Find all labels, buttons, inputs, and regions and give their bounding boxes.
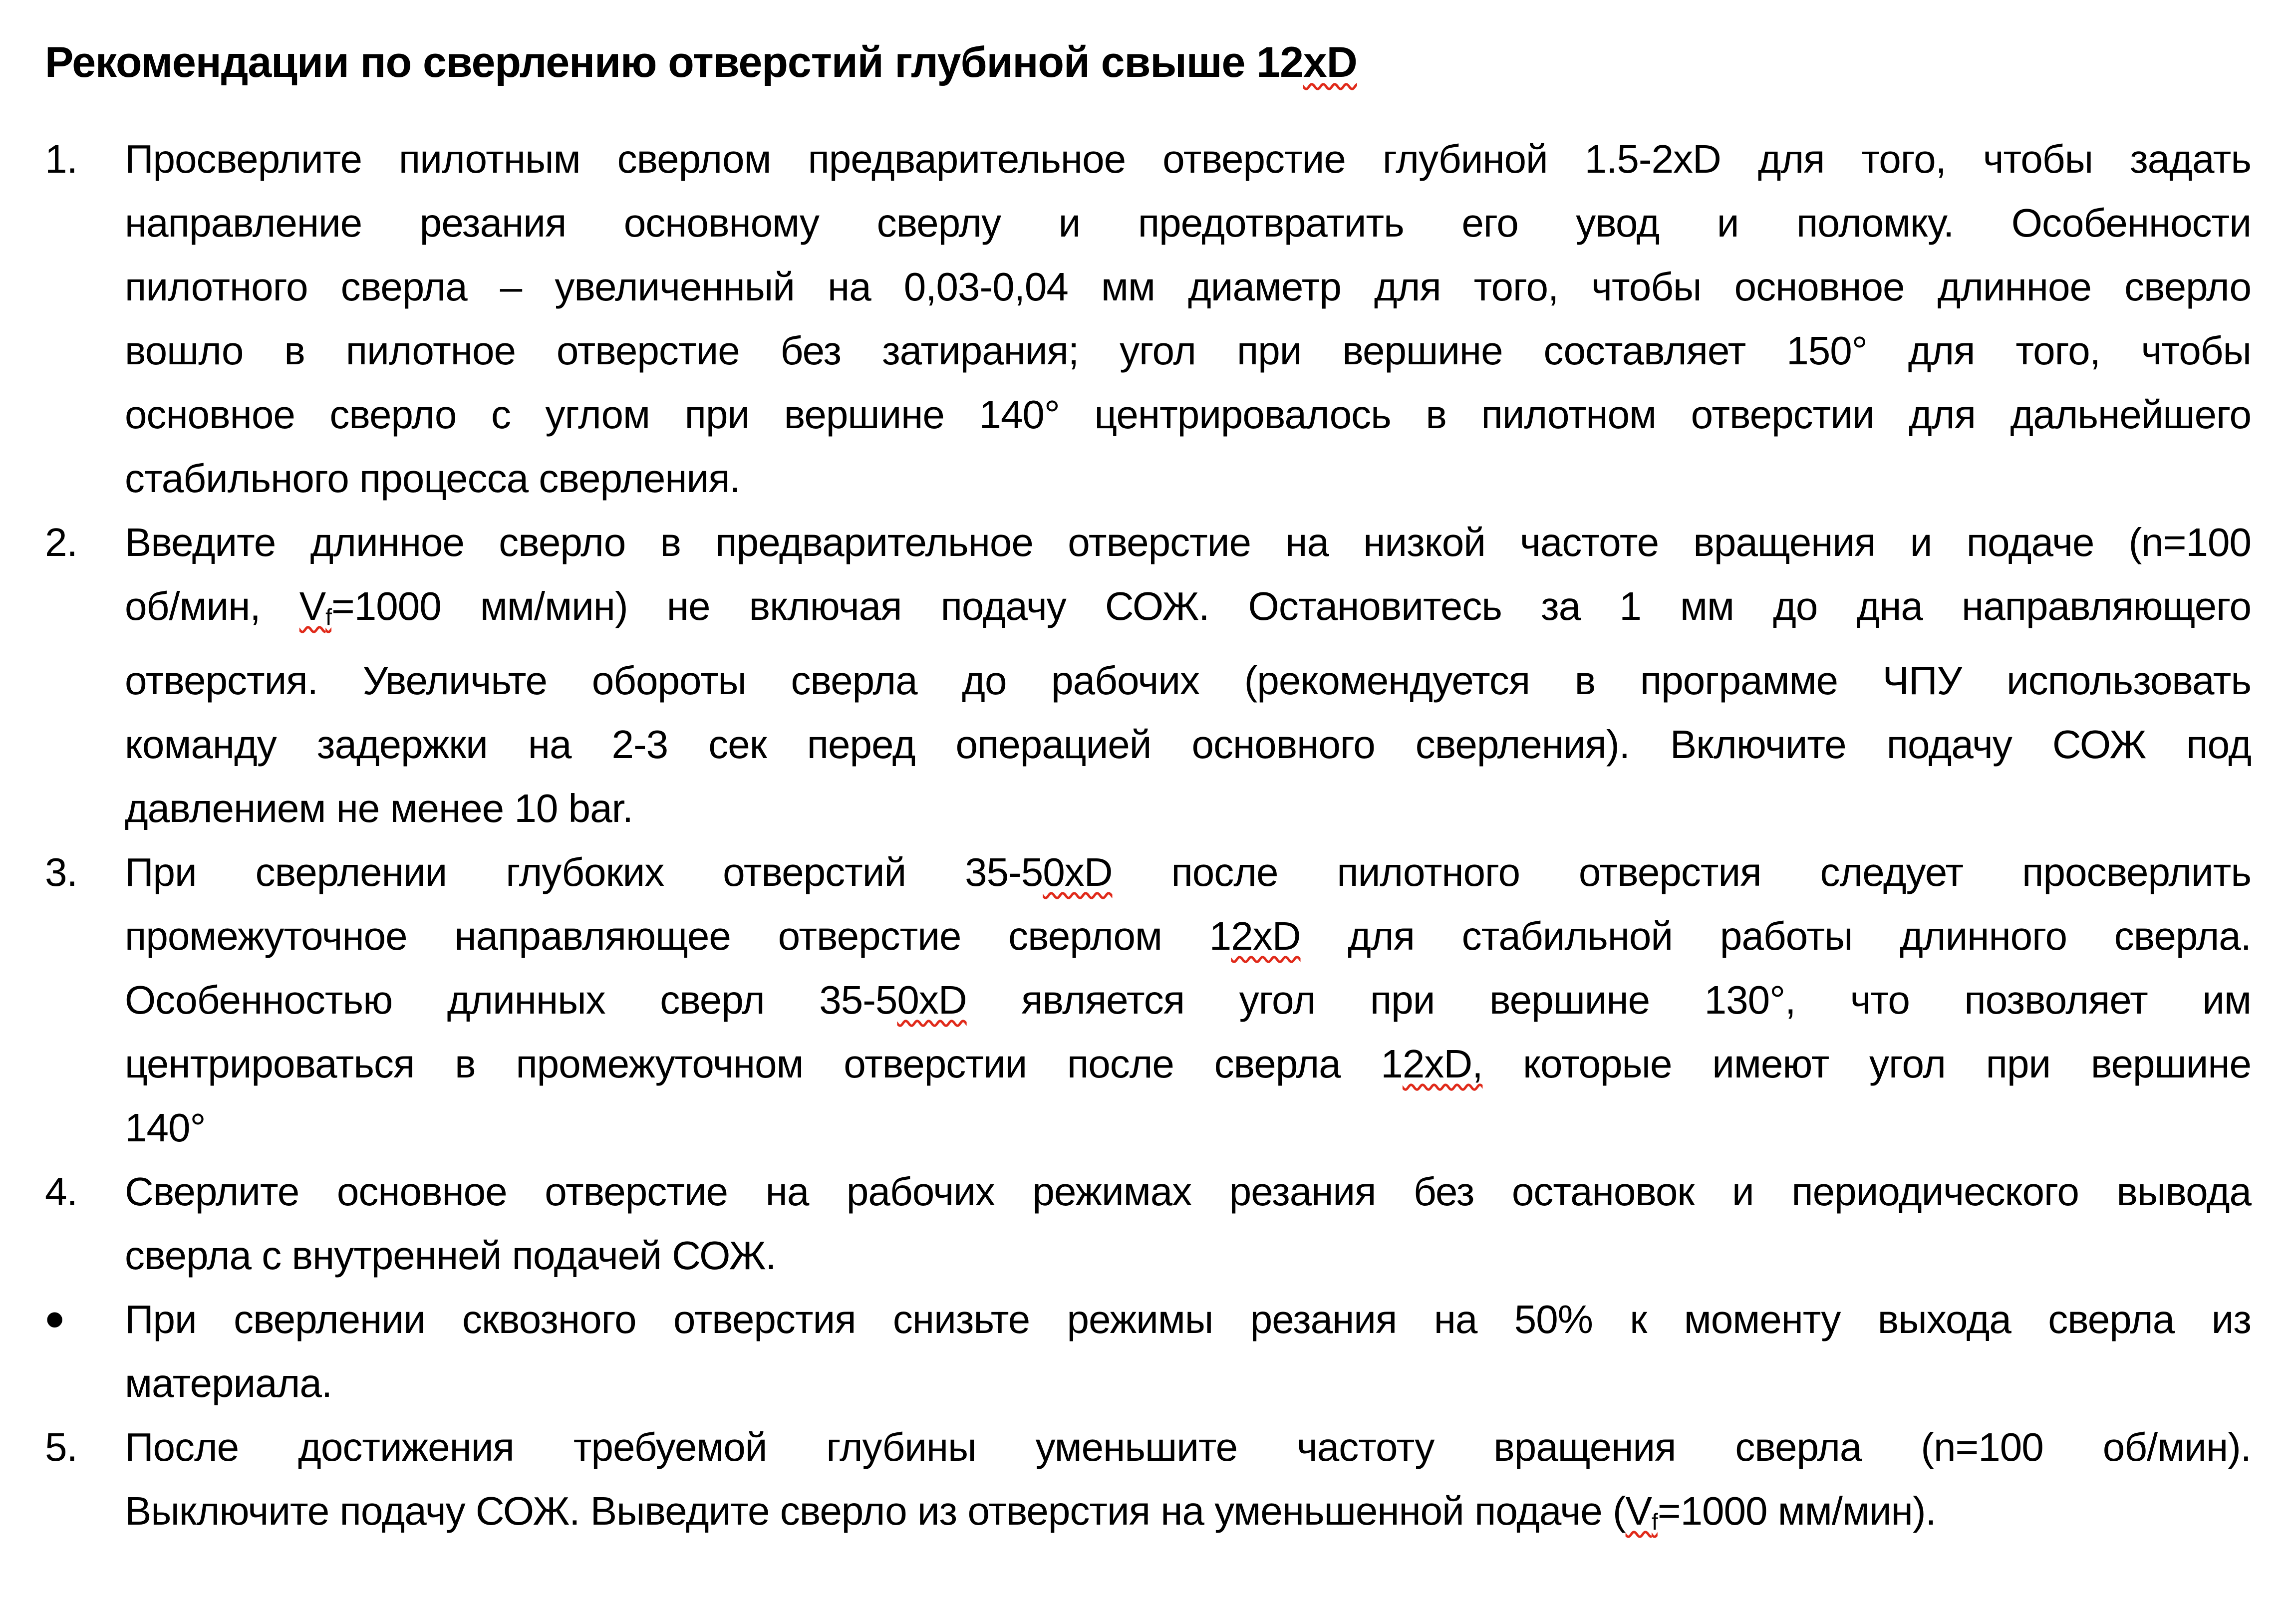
document-title: Рекомендации по сверлению отверстий глуб… xyxy=(45,35,2251,90)
text-segment: =1000 мм/мин) не включая подачу СОЖ. Ост… xyxy=(331,584,2252,628)
subscript: f xyxy=(325,604,332,630)
text-segment: 140° xyxy=(125,1105,206,1150)
text-segment: При сверлении глубоких отверстий 35-5 xyxy=(125,850,1043,895)
list-number: 5. xyxy=(45,1425,78,1470)
paragraph-lines: При сверлении сквозного отверстия снизьт… xyxy=(125,1288,2252,1415)
text-segment: Сверлите основное отверстие на рабочих р… xyxy=(125,1169,2252,1214)
text-segment: Особенностью длинных сверл 35-5 xyxy=(125,978,897,1023)
text-line: центрироваться в промежуточном отверстии… xyxy=(125,1032,2252,1096)
text-segment: после пилотного отверстия следует просве… xyxy=(1112,850,2252,895)
text-segment: является угол при вершине 130°, что позв… xyxy=(966,978,2252,1023)
text-line: При сверлении глубоких отверстий 35-50xD… xyxy=(125,840,2252,904)
text-segment: сверла с внутренней подачей СОЖ. xyxy=(125,1233,777,1278)
text-line: давлением не менее 10 bar. xyxy=(125,777,2251,840)
text-segment: Введите длинное сверло в предварительное… xyxy=(125,520,2252,564)
text-line: команду задержки на 2-3 сек перед операц… xyxy=(125,713,2252,777)
text-segment: отверстия. Увеличьте обороты сверла до р… xyxy=(125,658,2252,703)
text-segment: основное сверло с углом при вершине 140°… xyxy=(125,392,2252,437)
text-line: об/мин, Vf=1000 мм/мин) не включая подач… xyxy=(125,574,2252,649)
text-line: Особенностью длинных сверл 35-50xD являе… xyxy=(125,968,2252,1032)
misspelled-word: xD xyxy=(1303,38,1358,86)
text-segment: Рекомендации по сверлению отверстий глуб… xyxy=(45,38,1304,86)
paragraph-lines: Сверлите основное отверстие на рабочих р… xyxy=(125,1160,2252,1288)
text-segment: После достижения требуемой глубины умень… xyxy=(125,1425,2252,1470)
text-segment: давлением не менее 10 bar. xyxy=(125,786,633,831)
text-segment: которые имеют угол при вершине xyxy=(1482,1042,2252,1086)
text-line: Выключите подачу СОЖ. Выведите сверло из… xyxy=(125,1479,2251,1554)
text-segment: Выключите подачу СОЖ. Выведите сверло из… xyxy=(125,1489,1626,1534)
list-item: 1. Просверлите пилотным сверлом предварит… xyxy=(45,127,2252,511)
text-segment: стабильного процесса сверления. xyxy=(125,456,741,501)
misspelled-word: 2xD, xyxy=(1402,1042,1483,1086)
paragraph-lines: Введите длинное сверло в предварительное… xyxy=(125,511,2252,840)
misspelled-word: 2xD xyxy=(1231,914,1301,959)
text-line: Просверлите пилотным сверлом предварител… xyxy=(125,127,2252,191)
list-number: 1. xyxy=(45,137,78,181)
text-line: отверстия. Увеличьте обороты сверла до р… xyxy=(125,649,2252,713)
misspelled-word: 0xD xyxy=(1043,850,1113,895)
text-line: основное сверло с углом при вершине 140°… xyxy=(125,383,2252,447)
subscript: f xyxy=(1651,1509,1658,1535)
misspelled-word: 0xD xyxy=(897,978,967,1023)
text-line: стабильного процесса сверления. xyxy=(125,447,2251,511)
text-line: Сверлите основное отверстие на рабочих р… xyxy=(125,1160,2252,1224)
text-line: направление резания основному сверлу и п… xyxy=(125,191,2252,255)
paragraph-lines: После достижения требуемой глубины умень… xyxy=(125,1415,2252,1554)
bullet-marker: • xyxy=(45,1288,64,1351)
text-line: пилотного сверла – увеличенный на 0,03-0… xyxy=(125,255,2252,319)
text-line: После достижения требуемой глубины умень… xyxy=(125,1415,2252,1479)
text-segment: вошло в пилотное отверстие без затирания… xyxy=(125,328,2252,373)
paragraph-lines: При сверлении глубоких отверстий 35-50xD… xyxy=(125,840,2252,1160)
list-item: 5. После достижения требуемой глубины уме… xyxy=(45,1415,2252,1554)
list-item: 2. Введите длинное сверло в предварительн… xyxy=(45,511,2252,840)
list-number: 4. xyxy=(45,1169,78,1214)
text-segment: для стабильной работы длинного сверла. xyxy=(1300,914,2252,959)
text-segment: материала. xyxy=(125,1361,332,1406)
text-segment: об/мин, xyxy=(125,584,299,628)
recommendations-list: 1. Просверлите пилотным сверлом предварит… xyxy=(45,127,2252,1554)
misspelled-word: Vf xyxy=(1625,1489,1658,1535)
text-line: сверла с внутренней подачей СОЖ. xyxy=(125,1224,2251,1288)
text-line: 140° xyxy=(125,1096,2251,1160)
text-line: Введите длинное сверло в предварительное… xyxy=(125,511,2252,574)
text-line: При сверлении сквозного отверстия снизьт… xyxy=(125,1288,2252,1351)
list-number: 2. xyxy=(45,520,78,564)
text-segment: =1000 мм/мин). xyxy=(1657,1489,1937,1534)
list-item: 4. Сверлите основное отверстие на рабочих… xyxy=(45,1160,2252,1288)
text-segment: промежуточное направляющее отверстие све… xyxy=(125,914,1231,959)
misspelled-word: Vf xyxy=(299,584,332,630)
text-segment: направление резания основному сверлу и п… xyxy=(125,201,2252,245)
text-segment: Просверлите пилотным сверлом предварител… xyxy=(125,137,2252,181)
list-item: 3. При сверлении глубоких отверстий 35-50… xyxy=(45,840,2252,1160)
text-segment: команду задержки на 2-3 сек перед операц… xyxy=(125,722,2252,767)
paragraph-lines: Просверлите пилотным сверлом предварител… xyxy=(125,127,2252,511)
text-segment: центрироваться в промежуточном отверстии… xyxy=(125,1042,1403,1086)
text-segment: При сверлении сквозного отверстия снизьт… xyxy=(125,1297,2252,1342)
list-number: 3. xyxy=(45,850,78,895)
text-line: вошло в пилотное отверстие без затирания… xyxy=(125,319,2252,383)
text-line: материала. xyxy=(125,1351,2251,1415)
text-line: промежуточное направляющее отверстие све… xyxy=(125,904,2252,968)
text-segment: пилотного сверла – увеличенный на 0,03-0… xyxy=(125,265,2252,309)
list-item: • При сверлении сквозного отверстия снизь… xyxy=(45,1288,2252,1415)
